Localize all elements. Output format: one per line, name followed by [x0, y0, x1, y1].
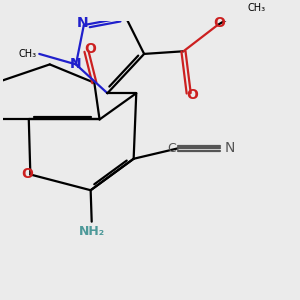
Text: O: O [213, 16, 225, 30]
Text: C: C [167, 142, 176, 155]
Text: O: O [85, 42, 97, 56]
Text: NH₂: NH₂ [79, 225, 105, 238]
Text: O: O [186, 88, 198, 102]
Text: N: N [76, 16, 88, 30]
Text: N: N [224, 141, 235, 155]
Text: O: O [21, 167, 33, 182]
Text: CH₃: CH₃ [19, 49, 37, 59]
Text: CH₃: CH₃ [247, 3, 265, 13]
Text: N: N [69, 57, 81, 71]
